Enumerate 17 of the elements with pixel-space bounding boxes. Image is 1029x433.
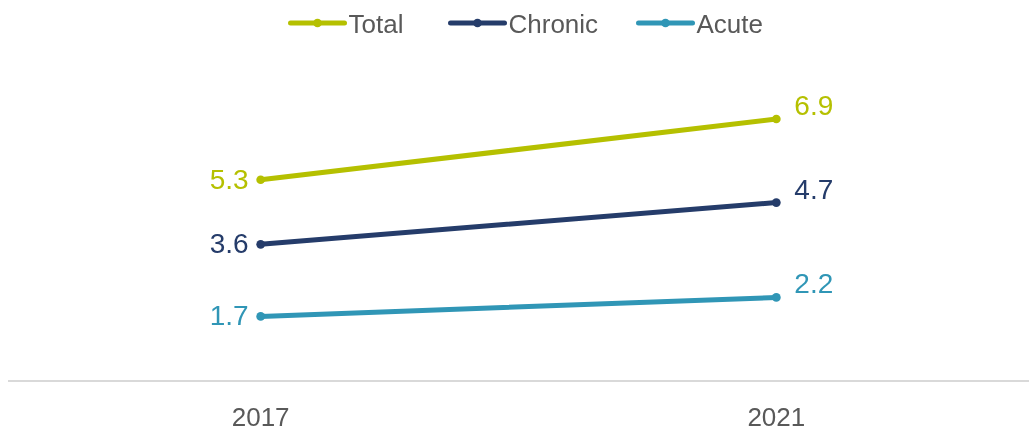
legend-label: Chronic: [508, 9, 599, 39]
data-label: 1.7: [209, 300, 249, 332]
legend-label: Total: [348, 9, 404, 39]
point: [256, 175, 266, 185]
point: [256, 312, 266, 321]
point: [256, 239, 266, 249]
x-tick-label: 2017: [231, 402, 290, 432]
point: [771, 198, 781, 207]
point: [771, 293, 781, 302]
data-label: 4.7: [794, 173, 834, 205]
legend-label: Acute: [696, 9, 763, 39]
data-label: 5.3: [209, 163, 249, 195]
data-label: 6.9: [794, 90, 834, 121]
point: [771, 114, 781, 124]
data-label: 3.6: [209, 228, 249, 260]
x-tick-label: 2021: [747, 402, 806, 432]
data-label: 2.2: [794, 268, 834, 300]
